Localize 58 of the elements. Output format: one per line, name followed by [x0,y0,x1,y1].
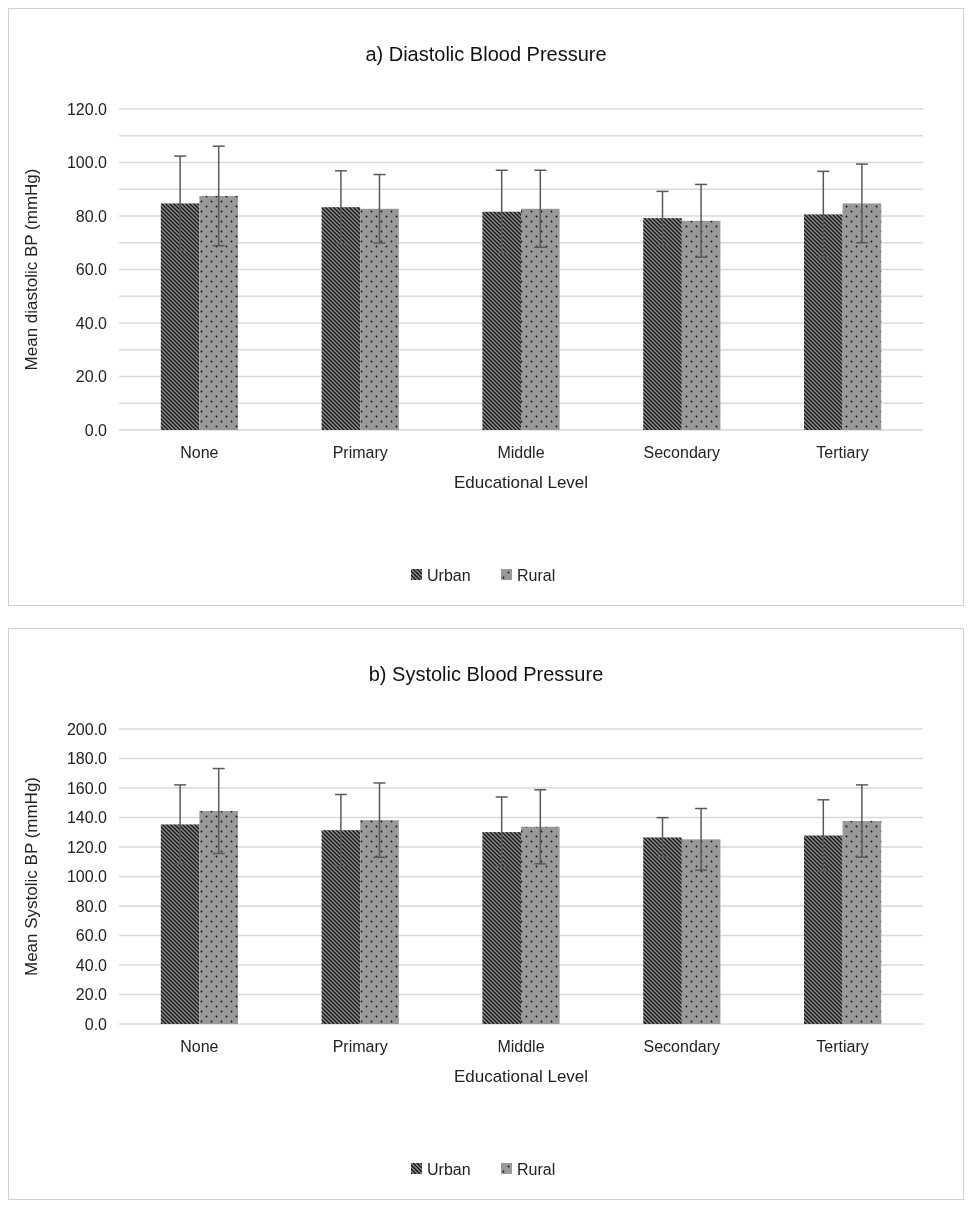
y-tick-label: 80.0 [75,897,108,915]
bar [360,208,399,430]
bar [842,821,882,1024]
y-tick-label: 120.0 [66,838,108,856]
y-tick-label: 120.0 [66,100,108,118]
y-tick-label: 60.0 [75,261,108,279]
chart-title: b) Systolic Blood Pressure [368,663,604,685]
legend-label: Urban [427,566,471,584]
x-axis-title: Educational Level [453,1067,589,1086]
x-tick-label: Middle [497,444,545,461]
legend-label: Urban [427,1160,471,1178]
y-tick-label: 60.0 [75,927,108,945]
bar [643,218,682,430]
chart-title: a) Diastolic Blood Pressure [365,43,607,65]
x-tick-label: None [180,444,219,461]
bar [360,820,399,1024]
bar [199,811,238,1024]
y-tick-label: 180.0 [66,750,108,768]
x-tick-label: Primary [332,444,388,461]
x-tick-label: Tertiary [816,1038,869,1055]
x-axis-title: Educational Level [453,473,589,492]
bar [321,207,361,430]
x-tick-label: Secondary [643,1038,721,1055]
bar [643,837,682,1024]
bar [160,824,200,1024]
y-tick-label: 20.0 [75,368,108,386]
y-tick-label: 20.0 [75,986,108,1004]
bar [321,830,361,1024]
bar [199,195,238,430]
bar [160,203,200,430]
bar [681,839,721,1024]
bar [804,214,843,430]
x-tick-label: Secondary [643,444,721,461]
y-tick-label: 0.0 [84,421,108,439]
y-tick-label: 100.0 [66,154,108,172]
legend-label: Rural [517,1160,556,1178]
bar [521,826,560,1024]
y-tick-label: 100.0 [66,868,108,886]
y-axis-title: Mean diastolic BP (mmHg) [22,168,41,371]
bar [804,835,843,1024]
y-tick-label: 40.0 [75,956,108,974]
x-tick-label: Tertiary [816,444,869,461]
y-tick-label: 200.0 [66,720,108,738]
y-tick-label: 40.0 [75,314,108,332]
y-axis-title: Mean Systolic BP (mmHg) [22,776,41,977]
y-tick-label: 140.0 [66,809,108,827]
y-tick-label: 80.0 [75,207,108,225]
bar [482,832,521,1024]
bar [482,211,521,430]
x-tick-label: Middle [497,1038,545,1055]
x-tick-label: None [180,1038,219,1055]
bar [521,208,560,430]
bar [681,220,721,430]
y-tick-label: 0.0 [84,1015,108,1033]
y-tick-label: 160.0 [66,779,108,797]
x-tick-label: Primary [332,1038,388,1055]
bar [842,203,882,430]
legend-label: Rural [517,566,556,584]
